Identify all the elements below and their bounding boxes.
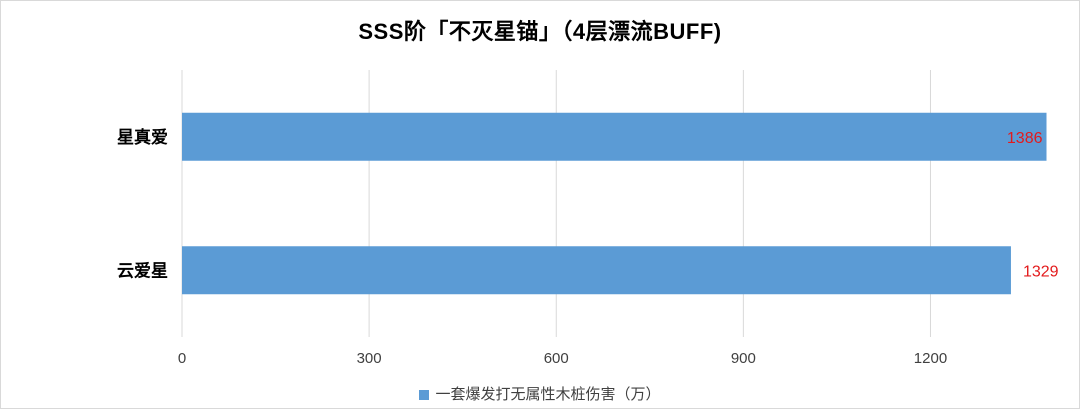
- x-tick-label: 600: [544, 350, 569, 367]
- category-label: 星真爱: [117, 127, 168, 148]
- x-tick-label: 1200: [914, 350, 947, 367]
- x-tick-label: 900: [731, 350, 756, 367]
- x-tick-label: 0: [178, 350, 186, 367]
- legend-label: 一套爆发打无属性木桩伤害（万）: [435, 386, 661, 403]
- category-label: 云爱星: [117, 260, 168, 281]
- chart-title: SSS阶「不灭星锚」（4层漂流BUFF): [358, 19, 722, 44]
- legend-swatch: [419, 390, 430, 400]
- data-label: 1329: [1023, 263, 1059, 280]
- data-label: 1386: [1007, 130, 1043, 147]
- x-tick-label: 300: [357, 350, 382, 367]
- bar: [182, 246, 1011, 295]
- legend: 一套爆发打无属性木桩伤害（万）: [0, 383, 1080, 404]
- bar: [182, 112, 1047, 161]
